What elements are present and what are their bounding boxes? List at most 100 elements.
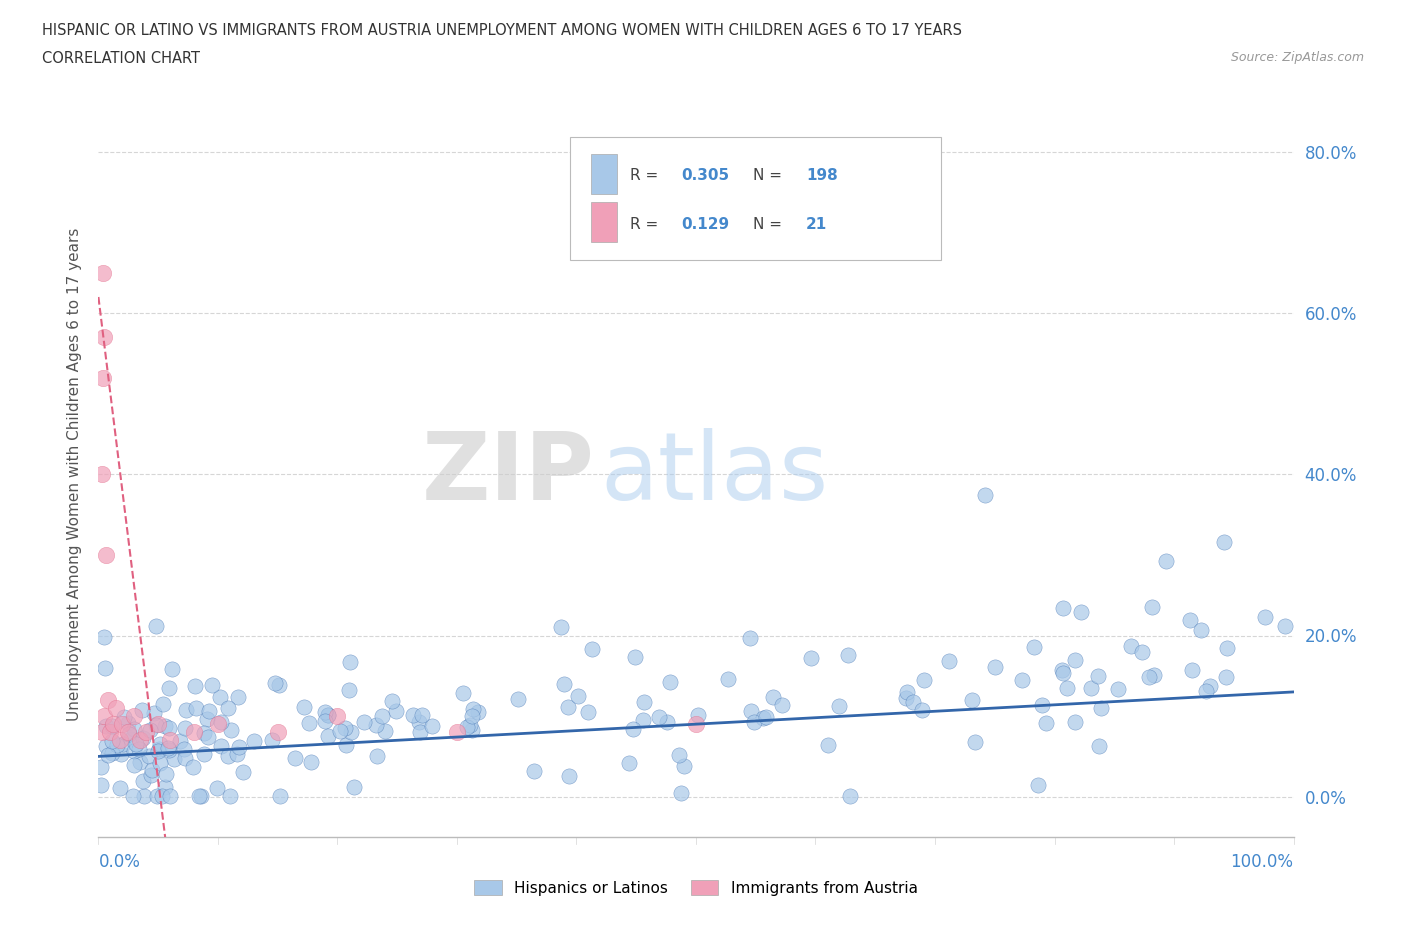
Point — [243, 734, 266, 749]
Point — [326, 709, 349, 724]
Point — [740, 704, 762, 719]
Point — [125, 737, 148, 751]
Point — [446, 724, 468, 739]
Point — [1056, 681, 1078, 696]
Point — [110, 746, 132, 761]
Point — [208, 690, 231, 705]
Point — [458, 717, 481, 732]
Point — [284, 751, 307, 765]
Point — [335, 721, 357, 736]
Point — [837, 647, 859, 662]
Point — [912, 672, 935, 687]
Point — [112, 737, 135, 751]
Point — [467, 705, 489, 720]
Point — [225, 747, 247, 762]
Point — [207, 717, 229, 732]
Point — [101, 734, 124, 749]
Point — [314, 713, 336, 728]
Point — [688, 707, 710, 722]
Point — [156, 741, 179, 756]
Point — [1026, 777, 1049, 792]
Point — [1087, 669, 1109, 684]
Point — [1189, 623, 1212, 638]
Point — [148, 742, 170, 757]
Point — [124, 709, 146, 724]
Point — [105, 700, 128, 715]
Text: Source: ZipAtlas.com: Source: ZipAtlas.com — [1230, 51, 1364, 64]
Point — [198, 703, 221, 718]
Point — [159, 721, 181, 736]
Point — [162, 661, 184, 676]
Point — [134, 789, 156, 804]
Point — [1195, 684, 1218, 698]
Point — [183, 679, 205, 694]
Point — [94, 548, 117, 563]
Point — [901, 695, 924, 710]
Point — [299, 755, 322, 770]
Point — [1035, 716, 1057, 731]
Point — [1121, 639, 1143, 654]
Point — [94, 739, 117, 754]
Point — [655, 714, 678, 729]
Point — [1137, 670, 1160, 684]
Point — [339, 724, 361, 739]
Point — [1070, 604, 1092, 619]
Point — [209, 738, 232, 753]
Text: R =: R = — [630, 217, 664, 232]
Point — [1022, 639, 1045, 654]
Text: 0.305: 0.305 — [682, 168, 730, 183]
FancyBboxPatch shape — [591, 153, 617, 193]
Text: 21: 21 — [806, 217, 827, 232]
Point — [146, 743, 169, 758]
Point — [262, 733, 284, 748]
Point — [153, 779, 176, 794]
Point — [371, 709, 394, 724]
Legend: Hispanics or Latinos, Immigrants from Austria: Hispanics or Latinos, Immigrants from Au… — [468, 873, 924, 902]
Point — [159, 733, 181, 748]
Point — [94, 719, 117, 734]
Point — [117, 724, 139, 739]
Text: 0.129: 0.129 — [682, 217, 730, 232]
Point — [659, 675, 682, 690]
Point — [107, 737, 129, 752]
Point — [93, 330, 115, 345]
Point — [411, 708, 433, 723]
Point — [1154, 553, 1177, 568]
Point — [353, 714, 375, 729]
Point — [217, 748, 239, 763]
Point — [1199, 679, 1222, 694]
Point — [557, 699, 579, 714]
Point — [193, 747, 215, 762]
Point — [131, 731, 153, 746]
Point — [1064, 653, 1087, 668]
Point — [98, 724, 122, 739]
Point — [267, 724, 290, 739]
Point — [461, 702, 484, 717]
Point — [817, 737, 839, 752]
Point — [581, 642, 603, 657]
Point — [461, 709, 484, 724]
Text: N =: N = — [754, 168, 787, 183]
Point — [193, 725, 215, 740]
Y-axis label: Unemployment Among Women with Children Ages 6 to 17 years: Unemployment Among Women with Children A… — [66, 228, 82, 721]
Text: ZIP: ZIP — [422, 429, 595, 520]
Point — [685, 717, 707, 732]
Point — [148, 717, 170, 732]
Point — [1215, 670, 1237, 684]
Point — [374, 724, 396, 738]
Point — [219, 789, 242, 804]
Point — [453, 685, 475, 700]
Point — [337, 683, 360, 698]
Point — [1011, 672, 1033, 687]
Point — [148, 756, 170, 771]
Point — [173, 741, 195, 756]
Point — [408, 714, 430, 729]
Point — [93, 630, 115, 644]
Point — [316, 708, 339, 723]
Point — [91, 724, 114, 739]
Point — [1064, 714, 1087, 729]
Point — [145, 618, 167, 633]
Point — [839, 789, 862, 804]
Point — [111, 717, 134, 732]
Point — [1180, 612, 1202, 627]
